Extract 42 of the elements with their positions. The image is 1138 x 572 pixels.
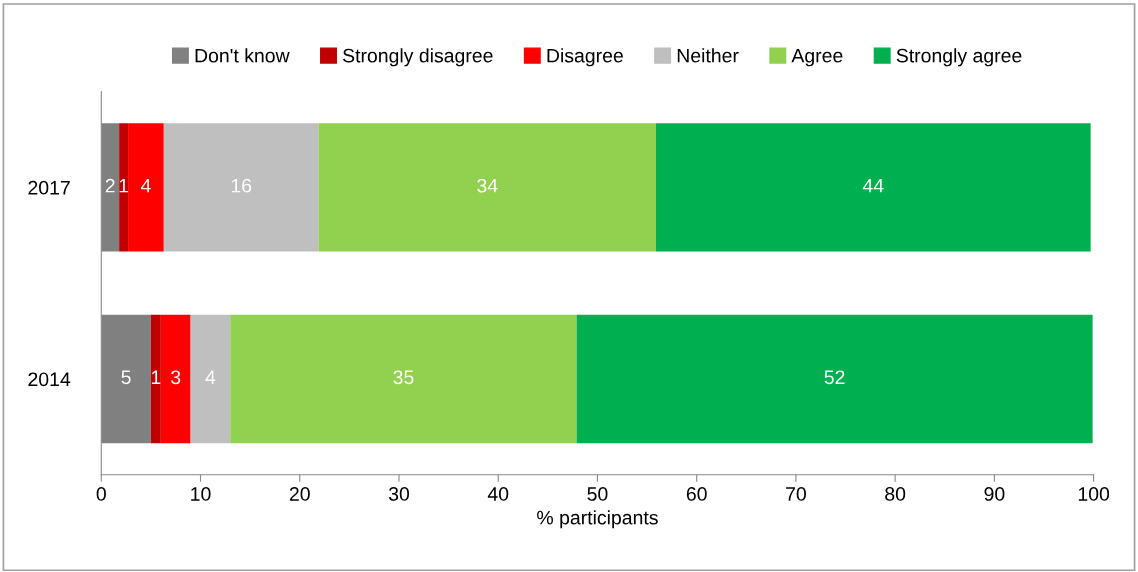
legend-label: Agree xyxy=(791,48,843,67)
x-tick-label: 100 xyxy=(1078,487,1110,501)
x-tick-label: 10 xyxy=(191,487,211,501)
bar xyxy=(318,123,656,252)
data-label: 44 xyxy=(862,178,884,193)
bar xyxy=(576,314,1093,444)
x-tick-label: 50 xyxy=(587,487,608,501)
x-tick-label: 70 xyxy=(786,487,806,501)
x-tick-label: 30 xyxy=(388,487,410,501)
bar xyxy=(128,123,164,252)
bar xyxy=(656,123,1091,252)
bar xyxy=(160,314,191,444)
data-label: 2 xyxy=(105,178,115,193)
data-label: 52 xyxy=(824,370,845,385)
data-label: 35 xyxy=(393,370,414,385)
data-label: 5 xyxy=(121,370,131,385)
legend-label: Strongly disagree xyxy=(343,48,493,67)
data-label: 1 xyxy=(151,370,161,384)
bar xyxy=(230,314,577,444)
y-tick-label: 2017 xyxy=(28,180,70,195)
legend-label: Disagree xyxy=(547,48,623,67)
bar xyxy=(163,123,319,252)
x-tick-label: 20 xyxy=(289,487,310,501)
legend-label: Strongly agree xyxy=(896,48,1022,67)
data-label: 3 xyxy=(171,370,181,385)
x-axis-title: % participants xyxy=(537,510,658,529)
bar xyxy=(119,123,129,252)
data-label: 34 xyxy=(477,178,498,193)
bar xyxy=(150,314,161,444)
x-tick-label: 90 xyxy=(984,487,1005,501)
legend-label: Don't know xyxy=(195,48,290,63)
data-label: 4 xyxy=(140,178,151,193)
legend-label: Neither xyxy=(677,48,739,63)
x-tick-label: 80 xyxy=(885,487,906,501)
bar xyxy=(190,314,231,444)
x-tick-label: 60 xyxy=(686,487,707,501)
x-tick-label: 0 xyxy=(96,487,106,501)
x-tick-label: 40 xyxy=(487,487,509,501)
data-label: 4 xyxy=(205,370,216,384)
y-tick-label: 2014 xyxy=(28,372,71,387)
data-label: 1 xyxy=(119,178,129,193)
data-label: 16 xyxy=(231,178,252,193)
